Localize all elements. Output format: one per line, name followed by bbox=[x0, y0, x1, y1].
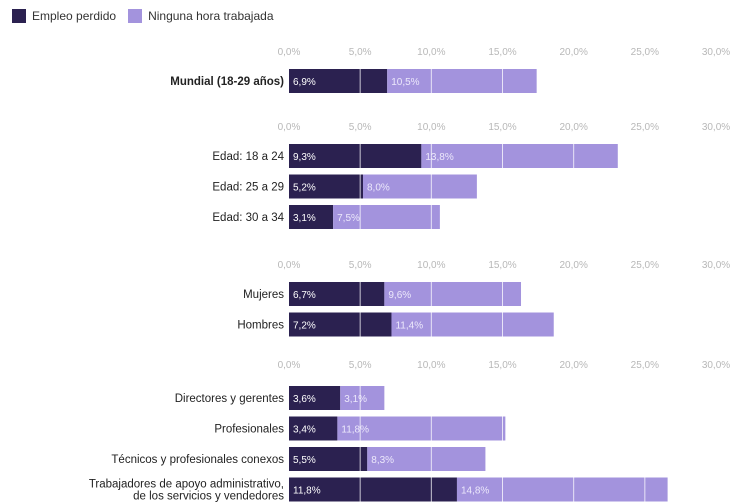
x-tick-label: 20,0% bbox=[559, 122, 587, 133]
x-tick-label: 25,0% bbox=[631, 260, 659, 271]
x-tick-label: 10,0% bbox=[417, 47, 445, 58]
data-label: 7,5% bbox=[337, 213, 360, 224]
category-label-line: de los servicios y vendedores bbox=[133, 491, 284, 503]
x-tick-label: 5,0% bbox=[349, 360, 372, 371]
bar-ninguna-hora bbox=[387, 69, 537, 93]
data-label: 14,8% bbox=[461, 486, 489, 497]
data-label: 8,0% bbox=[367, 183, 390, 194]
data-label: 9,6% bbox=[388, 290, 411, 301]
x-tick-label: 30,0% bbox=[702, 260, 730, 271]
data-label: 5,2% bbox=[293, 183, 316, 194]
data-label: 6,7% bbox=[293, 290, 316, 301]
x-tick-label: 20,0% bbox=[559, 47, 587, 58]
bar-ninguna-hora bbox=[456, 477, 668, 502]
category-label: Profesionales bbox=[214, 424, 284, 436]
category-label: Edad: 30 a 34 bbox=[212, 212, 284, 224]
legend-item-empleo-perdido: Empleo perdido bbox=[12, 9, 116, 23]
data-label: 6,9% bbox=[293, 77, 316, 88]
x-tick-label: 5,0% bbox=[349, 47, 372, 58]
x-tick-label: 10,0% bbox=[417, 360, 445, 371]
legend-label: Ninguna hora trabajada bbox=[148, 9, 274, 23]
category-label: Mujeres bbox=[243, 289, 284, 301]
x-tick-label: 20,0% bbox=[559, 260, 587, 271]
data-label: 3,1% bbox=[293, 213, 316, 224]
bar-empleo-perdido bbox=[289, 477, 457, 502]
bar-empleo-perdido bbox=[289, 144, 422, 168]
legend: Empleo perdido Ninguna hora trabajada bbox=[12, 9, 286, 23]
data-label: 3,6% bbox=[293, 394, 316, 405]
x-tick-label: 5,0% bbox=[349, 122, 372, 133]
category-label: Técnicos y profesionales conexos bbox=[111, 454, 284, 466]
x-tick-label: 5,0% bbox=[349, 260, 372, 271]
category-label: Trabajadores de apoyo administrativo, de … bbox=[89, 479, 284, 503]
x-tick-label: 0,0% bbox=[278, 47, 301, 58]
data-label: 8,3% bbox=[371, 455, 394, 466]
category-label: Edad: 25 a 29 bbox=[212, 182, 284, 194]
bar-empleo-perdido bbox=[289, 447, 368, 471]
data-label: 3,4% bbox=[293, 425, 316, 436]
x-tick-label: 15,0% bbox=[488, 47, 516, 58]
x-tick-label: 30,0% bbox=[702, 360, 730, 371]
legend-swatch-empleo-perdido bbox=[12, 9, 26, 23]
data-label: 9,3% bbox=[293, 152, 316, 163]
data-label: 3,1% bbox=[344, 394, 367, 405]
legend-item-ninguna-hora: Ninguna hora trabajada bbox=[128, 9, 274, 23]
bar-empleo-perdido bbox=[289, 174, 364, 199]
x-tick-label: 30,0% bbox=[702, 47, 730, 58]
x-tick-label: 0,0% bbox=[278, 260, 301, 271]
data-label: 7,2% bbox=[293, 321, 316, 332]
x-tick-label: 25,0% bbox=[631, 360, 659, 371]
x-tick-label: 25,0% bbox=[631, 122, 659, 133]
legend-swatch-ninguna-hora bbox=[128, 9, 143, 23]
category-label: Directores y gerentes bbox=[175, 393, 285, 405]
bar-empleo-perdido bbox=[289, 69, 388, 93]
bar-ninguna-hora bbox=[384, 282, 522, 306]
data-label: 10,5% bbox=[391, 77, 419, 88]
x-tick-label: 0,0% bbox=[278, 360, 301, 371]
x-tick-label: 0,0% bbox=[278, 122, 301, 133]
x-tick-label: 25,0% bbox=[631, 47, 659, 58]
bar-empleo-perdido bbox=[289, 416, 338, 441]
category-label: Hombres bbox=[237, 320, 284, 332]
bar-ninguna-hora bbox=[340, 386, 385, 410]
x-tick-label: 10,0% bbox=[417, 260, 445, 271]
bar-empleo-perdido bbox=[289, 386, 341, 410]
x-tick-label: 20,0% bbox=[559, 360, 587, 371]
data-label: 13,8% bbox=[425, 152, 453, 163]
bar-ninguna-hora bbox=[333, 205, 440, 229]
data-label: 5,5% bbox=[293, 455, 316, 466]
legend-label: Empleo perdido bbox=[32, 9, 117, 23]
x-tick-label: 15,0% bbox=[488, 260, 516, 271]
category-label: Mundial (18-29 años) bbox=[170, 76, 284, 88]
bar-ninguna-hora bbox=[367, 447, 486, 471]
bar-empleo-perdido bbox=[289, 205, 334, 229]
bar-ninguna-hora bbox=[337, 416, 506, 441]
x-tick-label: 15,0% bbox=[488, 360, 516, 371]
bar-ninguna-hora bbox=[363, 174, 477, 199]
data-label: 11,4% bbox=[395, 321, 423, 332]
data-label: 11,8% bbox=[341, 425, 369, 436]
x-tick-label: 15,0% bbox=[488, 122, 516, 133]
bar-empleo-perdido bbox=[289, 282, 385, 306]
category-label: Edad: 18 a 24 bbox=[212, 151, 284, 163]
category-label-line: Trabajadores de apoyo administrativo, bbox=[89, 479, 284, 491]
x-tick-label: 10,0% bbox=[417, 122, 445, 133]
data-label: 11,8% bbox=[293, 486, 321, 497]
bar-ninguna-hora bbox=[391, 312, 554, 337]
bar-empleo-perdido bbox=[289, 312, 392, 337]
bar-ninguna-hora bbox=[421, 144, 618, 168]
x-tick-label: 30,0% bbox=[702, 122, 730, 133]
